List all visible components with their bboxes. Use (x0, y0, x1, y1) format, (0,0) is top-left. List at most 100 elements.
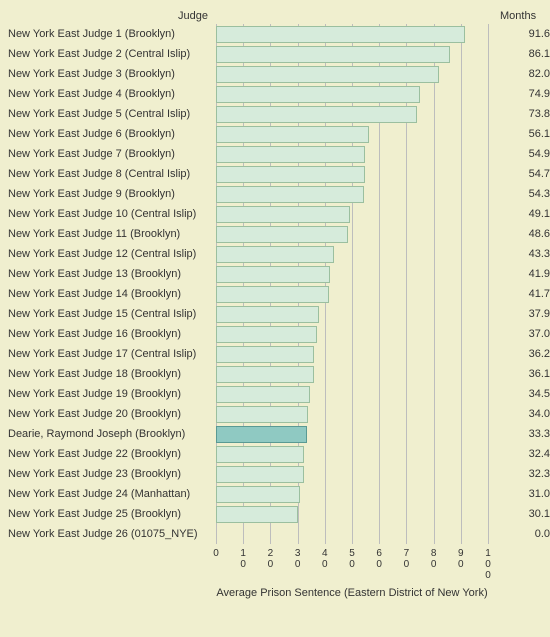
bar (216, 26, 465, 43)
value-label: 91.6 (488, 24, 550, 44)
bar (216, 426, 307, 443)
bar-track (216, 86, 488, 103)
value-label: 49.1 (488, 204, 550, 224)
judge-label: New York East Judge 6 (Brooklyn) (0, 124, 224, 144)
bar (216, 406, 308, 423)
bar-track (216, 466, 488, 483)
value-label: 54.9 (488, 144, 550, 164)
chart-row: New York East Judge 19 (Brooklyn) 34.5 (0, 384, 550, 404)
value-label: 34.0 (488, 404, 550, 424)
chart-row: New York East Judge 16 (Brooklyn)37.0 (0, 324, 550, 344)
chart-row: New York East Judge 1 (Brooklyn) 91.6 (0, 24, 550, 44)
bar (216, 186, 364, 203)
x-tick-label: 5 0 (342, 548, 362, 570)
x-tick-label: 8 0 (424, 548, 444, 570)
bar-track (216, 406, 488, 423)
chart-row: New York East Judge 13 (Brooklyn) 41.9 (0, 264, 550, 284)
value-label: 37.9 (488, 304, 550, 324)
bar-track (216, 266, 488, 283)
bar (216, 346, 314, 363)
judge-label: New York East Judge 5 (Central Islip) (0, 104, 224, 124)
bar (216, 306, 319, 323)
bar-track (216, 386, 488, 403)
x-tick-label: 6 0 (369, 548, 389, 570)
bar-track (216, 306, 488, 323)
judge-label: New York East Judge 24 (Manhattan) (0, 484, 224, 504)
bar-track (216, 186, 488, 203)
chart-row: New York East Judge 11 (Brooklyn)48.6 (0, 224, 550, 244)
value-label: 30.1 (488, 504, 550, 524)
judge-label: New York East Judge 18 (Brooklyn) (0, 364, 224, 384)
chart-container: Judge Months New York East Judge 1 (Broo… (0, 0, 550, 637)
judge-label: New York East Judge 12 (Central Islip) (0, 244, 224, 264)
judge-label: New York East Judge 2 (Central Islip) (0, 44, 224, 64)
judge-label: New York East Judge 3 (Brooklyn) (0, 64, 224, 84)
judge-label: New York East Judge 10 (Central Islip) (0, 204, 224, 224)
bar-track (216, 506, 488, 523)
x-tick-label: 7 0 (396, 548, 416, 570)
bar-track (216, 246, 488, 263)
chart-row: New York East Judge 3 (Brooklyn)82.0 (0, 64, 550, 84)
chart-row: New York East Judge 20 (Brooklyn) 34.0 (0, 404, 550, 424)
bar (216, 366, 314, 383)
bar-track (216, 326, 488, 343)
judge-label: New York East Judge 7 (Brooklyn) (0, 144, 224, 164)
bar-track (216, 366, 488, 383)
chart-row: New York East Judge 7 (Brooklyn) 54.9 (0, 144, 550, 164)
bar (216, 206, 350, 223)
bar (216, 466, 304, 483)
judge-label: New York East Judge 19 (Brooklyn) (0, 384, 224, 404)
x-axis-title: Average Prison Sentence (Eastern Distric… (216, 587, 488, 599)
chart-row: New York East Judge 18 (Brooklyn) 36.1 (0, 364, 550, 384)
chart-row: New York East Judge 6 (Brooklyn)56.1 (0, 124, 550, 144)
bar (216, 246, 334, 263)
bar (216, 326, 317, 343)
value-label: 0.0 (488, 524, 550, 544)
value-label: 41.9 (488, 264, 550, 284)
x-tick-label: 1 0 (233, 548, 253, 570)
value-label: 31.0 (488, 484, 550, 504)
value-label: 54.3 (488, 184, 550, 204)
bar-track (216, 426, 488, 443)
value-label: 36.1 (488, 364, 550, 384)
bar (216, 506, 298, 523)
value-column-header: Months (500, 10, 536, 22)
bar-track (216, 166, 488, 183)
judge-label: New York East Judge 4 (Brooklyn) (0, 84, 224, 104)
chart-row: New York East Judge 10 (Central Islip) 49… (0, 204, 550, 224)
judge-label: New York East Judge 25 (Brooklyn) (0, 504, 224, 524)
bar-track (216, 126, 488, 143)
bar (216, 106, 417, 123)
chart-row: New York East Judge 15 (Central Islip) 37… (0, 304, 550, 324)
judge-label: New York East Judge 20 (Brooklyn) (0, 404, 224, 424)
judge-label: New York East Judge 15 (Central Islip) (0, 304, 224, 324)
judge-label: New York East Judge 8 (Central Islip) (0, 164, 224, 184)
bar-track (216, 346, 488, 363)
chart-row: New York East Judge 24 (Manhattan) 31.0 (0, 484, 550, 504)
judge-label: Dearie, Raymond Joseph (Brooklyn) (0, 424, 224, 444)
value-label: 73.8 (488, 104, 550, 124)
judge-label: New York East Judge 23 (Brooklyn) (0, 464, 224, 484)
chart-row: New York East Judge 9 (Brooklyn) 54.3 (0, 184, 550, 204)
x-tick-label: 2 0 (260, 548, 280, 570)
x-tick-label: 9 0 (451, 548, 471, 570)
chart-row: New York East Judge 12 (Central Islip) 43… (0, 244, 550, 264)
judge-label: New York East Judge 13 (Brooklyn) (0, 264, 224, 284)
bar-track (216, 526, 488, 543)
value-label: 43.3 (488, 244, 550, 264)
x-tick-label: 3 0 (288, 548, 308, 570)
bar (216, 386, 310, 403)
y-axis-header: Judge (178, 10, 208, 22)
value-label: 32.3 (488, 464, 550, 484)
x-tick-label: 0 (206, 548, 226, 559)
value-label: 37.0 (488, 324, 550, 344)
bar-track (216, 486, 488, 503)
value-label: 32.4 (488, 444, 550, 464)
judge-label: New York East Judge 9 (Brooklyn) (0, 184, 224, 204)
chart-row: New York East Judge 8 (Central Islip)54.… (0, 164, 550, 184)
chart-row: New York East Judge 22 (Brooklyn)32.4 (0, 444, 550, 464)
bar (216, 86, 420, 103)
value-label: 34.5 (488, 384, 550, 404)
chart-row: New York East Judge 14 (Brooklyn)41.7 (0, 284, 550, 304)
judge-label: New York East Judge 1 (Brooklyn) (0, 24, 224, 44)
